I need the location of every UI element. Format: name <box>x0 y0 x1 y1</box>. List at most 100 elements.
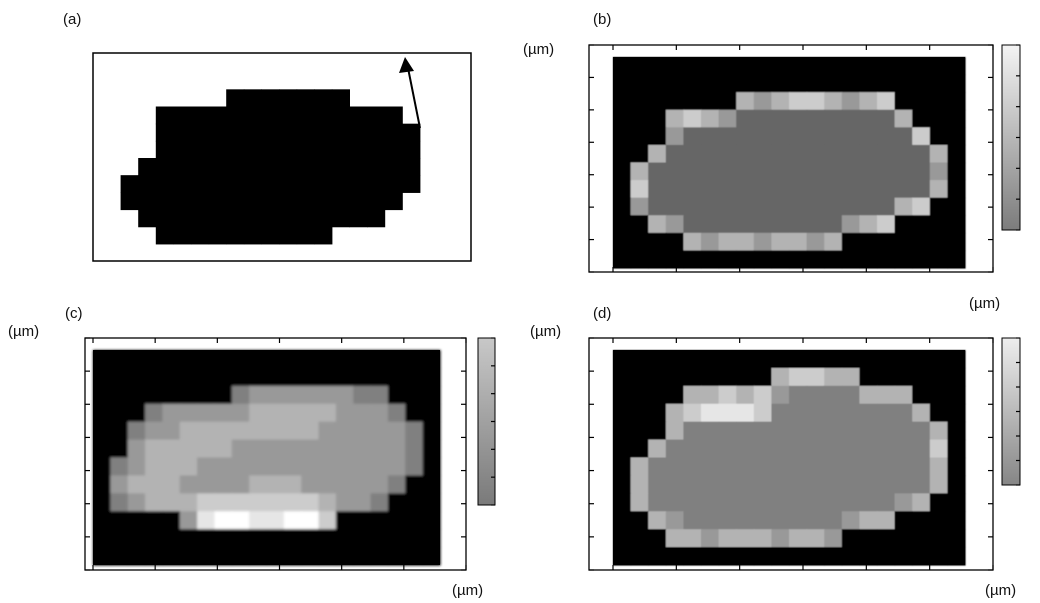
heatmap-cell <box>824 57 843 76</box>
heatmap-cell <box>370 385 389 405</box>
heatmap-cell <box>349 158 368 176</box>
heatmap-cell <box>665 250 684 269</box>
arrow-head <box>399 57 414 73</box>
heatmap-cell <box>859 92 878 111</box>
heatmap-cell <box>701 511 720 530</box>
heatmap-cell <box>806 511 825 530</box>
heatmap-cell <box>859 250 878 269</box>
heatmap-cell <box>249 385 268 405</box>
heatmap-cell <box>894 367 913 387</box>
heatmap-cell <box>753 475 772 494</box>
heatmap-cell <box>859 197 878 216</box>
heatmap-cell <box>405 475 424 494</box>
heatmap-cell <box>894 162 913 181</box>
heatmap-cell <box>736 197 755 216</box>
heatmap-cell <box>630 74 649 93</box>
heatmap-cell <box>683 403 702 423</box>
heatmap-cell <box>318 511 337 530</box>
heatmap-cell <box>387 367 406 387</box>
heatmap-cell <box>214 421 233 441</box>
heatmap-cell <box>806 92 825 111</box>
heatmap-cell <box>335 493 354 512</box>
heatmap-cell <box>718 493 737 512</box>
heatmap-cell <box>208 123 227 142</box>
x-axis-unit-c: (µm) <box>452 582 483 599</box>
heatmap-cell <box>789 162 808 181</box>
heatmap-cell <box>370 475 389 494</box>
heatmap-cell <box>243 192 262 211</box>
heatmap-cell <box>718 350 737 369</box>
heatmap-cell <box>93 367 111 387</box>
heatmap-cell <box>197 511 216 530</box>
heatmap-cell <box>353 350 372 369</box>
heatmap-cell <box>138 192 157 211</box>
heatmap-cell <box>929 162 948 181</box>
heatmap-cell <box>665 457 684 477</box>
heatmap-cell <box>349 140 368 159</box>
heatmap-cell <box>261 106 280 125</box>
heatmap-cell <box>179 421 198 441</box>
heatmap-cell <box>162 403 181 423</box>
heatmap-cell <box>683 350 702 369</box>
heatmap-cell <box>208 175 227 193</box>
heatmap-cell <box>630 162 649 181</box>
heatmap-cell <box>613 232 632 252</box>
heatmap-cell <box>665 162 684 181</box>
heatmap-cell <box>894 215 913 234</box>
heatmap-cell <box>613 511 632 530</box>
heatmap-cell <box>806 162 825 181</box>
heatmap-cell <box>859 162 878 181</box>
heatmap-cell <box>387 439 406 459</box>
heatmap-cell <box>266 350 285 369</box>
heatmap-cell <box>701 215 720 234</box>
heatmap-cell <box>127 475 146 494</box>
heatmap-cell <box>367 106 386 125</box>
heatmap-cell <box>683 74 702 93</box>
heatmap-cell <box>736 250 755 269</box>
heatmap-cell <box>877 403 896 423</box>
heatmap-cell <box>613 529 632 548</box>
heatmap-cell <box>648 403 667 423</box>
heatmap-cell <box>736 92 755 111</box>
heatmap-cell <box>736 232 755 252</box>
heatmap-cell <box>155 192 174 211</box>
heatmap-cell <box>331 106 350 125</box>
heatmap-cell <box>208 209 227 228</box>
heatmap-cell <box>824 250 843 269</box>
heatmap-cell <box>384 123 403 142</box>
heatmap-cell <box>283 457 302 477</box>
heatmap-cell <box>665 403 684 423</box>
heatmap-cell <box>314 158 333 176</box>
heatmap-cell <box>753 385 772 405</box>
heatmap-cell <box>947 511 966 530</box>
heatmap-cell <box>648 250 667 269</box>
heatmap-cell <box>718 215 737 234</box>
heatmap-cell <box>736 180 755 199</box>
heatmap-cell <box>370 421 389 441</box>
heatmap-cell <box>266 493 285 512</box>
heatmap-cell <box>877 250 896 269</box>
axes-frame-c <box>84 337 467 571</box>
heatmap-cell <box>318 547 337 566</box>
heatmap-cell <box>231 421 250 441</box>
heatmap-cell <box>197 439 216 459</box>
heatmap-cell <box>214 511 233 530</box>
heatmap-cell <box>648 529 667 548</box>
heatmap-cell <box>162 475 181 494</box>
heatmap-cell <box>120 175 139 193</box>
heatmap-cell <box>806 250 825 269</box>
heatmap-cell <box>145 350 163 369</box>
heatmap-cell <box>894 421 913 441</box>
heatmap-cell <box>318 350 337 369</box>
heatmap-cell <box>249 511 268 530</box>
heatmap-cell <box>771 250 790 269</box>
heatmap-cell <box>249 403 268 423</box>
heatmap-cell <box>841 511 860 530</box>
heatmap-cell <box>266 367 285 387</box>
heatmap-cell <box>226 209 245 228</box>
heatmap-cell <box>208 226 227 245</box>
heatmap-cell <box>370 511 389 530</box>
heatmap-cell <box>353 529 372 548</box>
heatmap-cell <box>93 547 111 566</box>
axis-ticks-d <box>589 337 994 571</box>
